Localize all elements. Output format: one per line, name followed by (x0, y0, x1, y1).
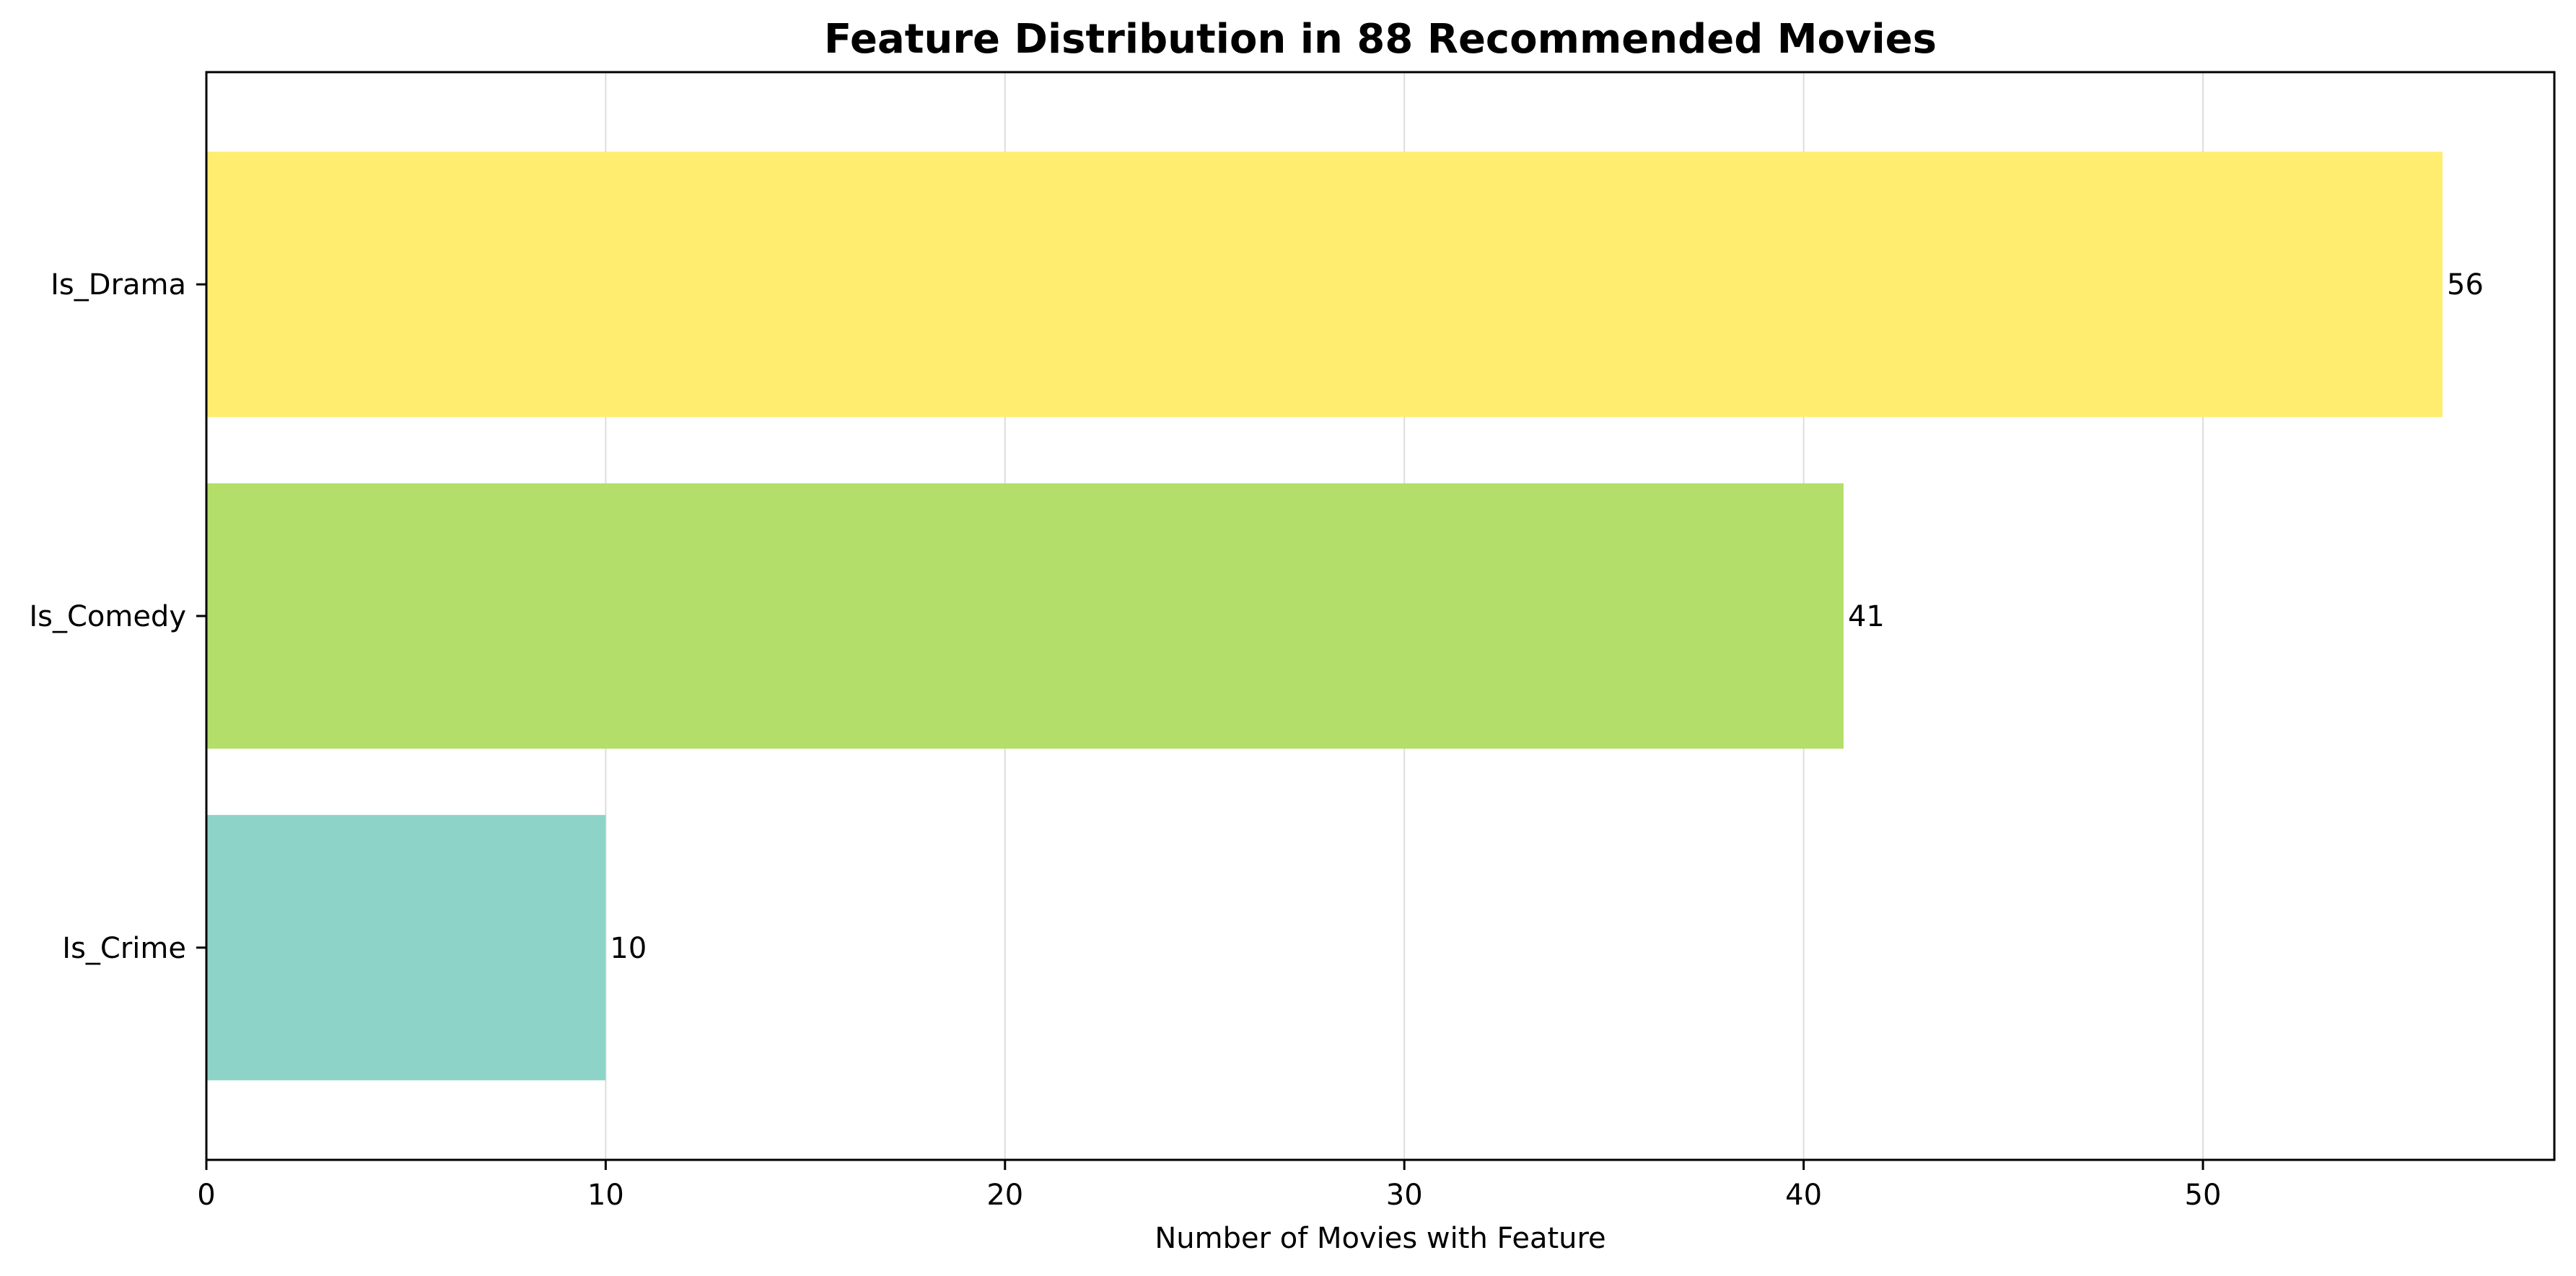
bars: 10 41 56 (206, 151, 2484, 1081)
y-tick-label: Is_Comedy (29, 600, 186, 633)
bar-is-comedy (206, 483, 1844, 749)
x-tick-label: 10 (587, 1179, 624, 1212)
x-tick-label: 30 (1386, 1179, 1423, 1212)
y-tick-label: Is_Crime (62, 932, 186, 965)
chart-title: Feature Distribution in 88 Recommended M… (824, 16, 1937, 63)
x-axis-ticks: 0 10 20 30 40 50 (197, 1160, 2221, 1212)
y-tick-label: Is_Drama (51, 268, 186, 302)
x-tick-label: 50 (2185, 1179, 2222, 1212)
bar-value-label: 56 (2447, 268, 2484, 302)
x-axis-label: Number of Movies with Feature (1155, 1222, 1605, 1255)
bar-value-label: 10 (610, 932, 647, 965)
x-tick-label: 0 (197, 1179, 215, 1212)
x-tick-label: 40 (1785, 1179, 1822, 1212)
bar-value-label: 41 (1848, 600, 1885, 633)
bar-is-drama (206, 151, 2443, 418)
y-axis-ticks: Is_Crime Is_Comedy Is_Drama (29, 268, 206, 965)
bar-is-crime (206, 814, 606, 1081)
x-tick-label: 20 (986, 1179, 1023, 1212)
